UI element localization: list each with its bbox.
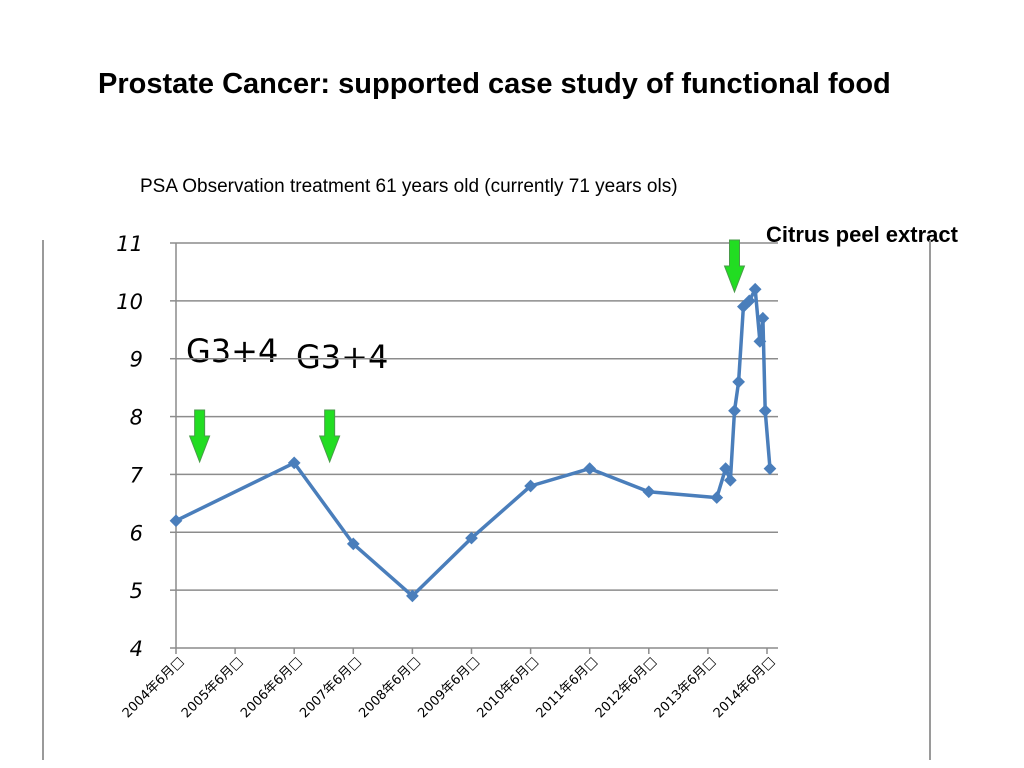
psa-data-point xyxy=(728,404,741,418)
grade-label-second: G3+4 xyxy=(296,338,389,376)
psa-data-point xyxy=(723,473,737,487)
y-tick-label: 5 xyxy=(130,579,143,603)
x-tick-label: 2011年6月□ xyxy=(534,654,601,721)
y-tick-label: 9 xyxy=(130,348,143,372)
x-tick-label: 2010年6月□ xyxy=(475,654,542,721)
grade-label-first: G3+4 xyxy=(186,332,279,370)
x-tick-label: 2014年6月□ xyxy=(711,654,778,721)
x-tick-label: 2007年6月□ xyxy=(297,654,364,721)
chart-subtitle: PSA Observation treatment 61 years old (… xyxy=(140,176,678,197)
psa-data-point xyxy=(748,282,762,296)
x-tick-label: 2006年6月□ xyxy=(238,654,305,721)
psa-data-point xyxy=(758,404,772,418)
x-tick-label: 2009年6月□ xyxy=(415,654,482,721)
psa-data-point xyxy=(763,462,777,476)
psa-data-point xyxy=(583,462,597,476)
psa-data-point xyxy=(169,514,183,528)
y-tick-label: 11 xyxy=(116,232,143,256)
psa-data-point xyxy=(732,375,745,389)
y-tick-label: 10 xyxy=(116,290,143,314)
y-tick-label: 4 xyxy=(130,637,143,661)
x-tick-label: 2008年6月□ xyxy=(356,654,423,721)
green-arrow-icon xyxy=(188,409,211,464)
green-arrow-icon xyxy=(318,409,341,464)
page-title: Prostate Cancer: supported case study of… xyxy=(98,68,891,100)
green-arrow-icon xyxy=(723,239,746,294)
psa-data-point xyxy=(287,456,301,470)
x-tick-label: 2012年6月□ xyxy=(593,654,660,721)
citrus-peel-label: Citrus peel extract xyxy=(766,222,958,247)
psa-data-point xyxy=(642,485,656,499)
x-tick-label: 2005年6月□ xyxy=(179,654,246,721)
y-tick-label: 6 xyxy=(130,521,143,545)
y-tick-label: 7 xyxy=(130,463,144,487)
psa-data-point xyxy=(710,491,724,504)
x-tick-label: 2004年6月□ xyxy=(120,654,187,721)
y-tick-label: 8 xyxy=(130,406,143,430)
psa-series-line xyxy=(175,287,772,598)
x-tick-label: 2013年6月□ xyxy=(652,654,719,721)
